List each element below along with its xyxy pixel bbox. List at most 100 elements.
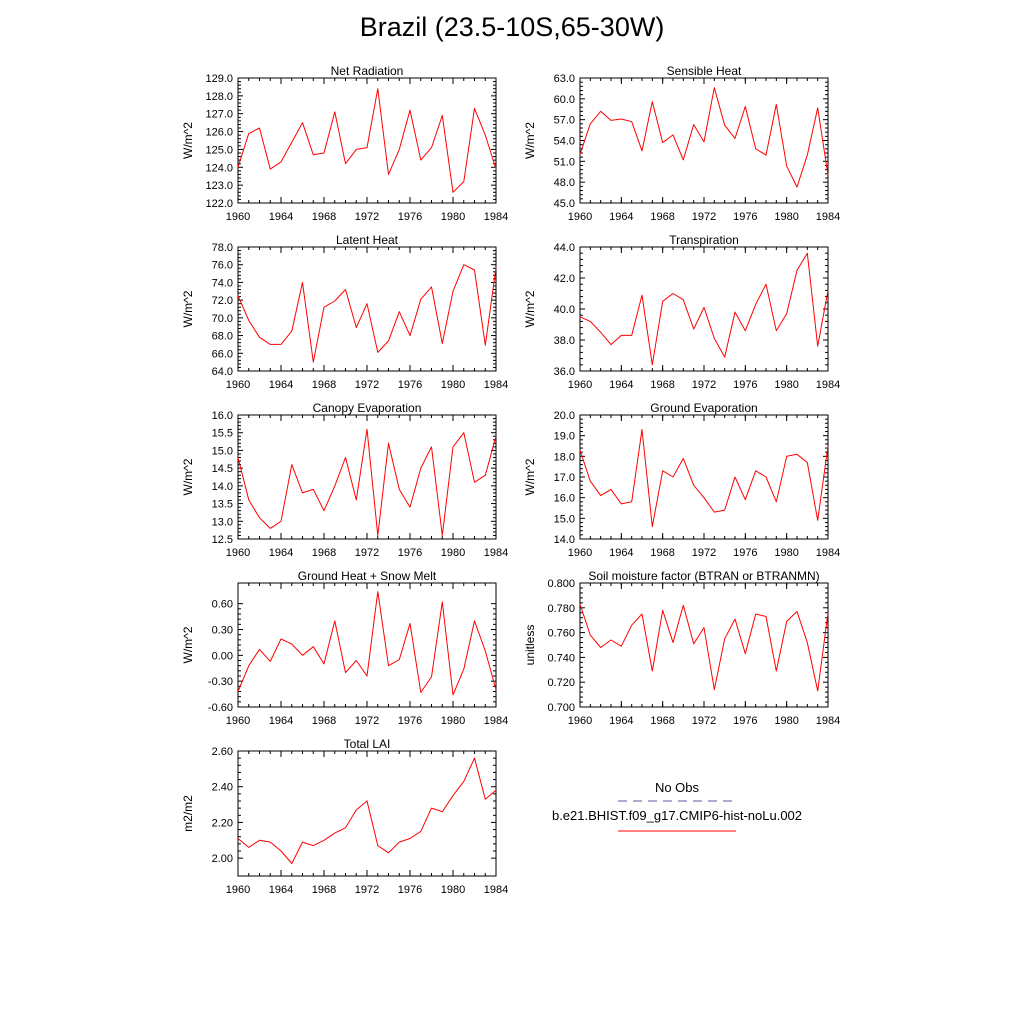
- y-tick-label: 76.0: [212, 260, 233, 272]
- x-tick-label: 1968: [650, 715, 674, 727]
- y-tick-label: 20.0: [554, 410, 575, 422]
- series-line: [579, 429, 829, 528]
- y-tick-label: 18.0: [554, 451, 575, 463]
- x-tick-label: 1972: [355, 379, 379, 391]
- plot-frame: [237, 582, 497, 708]
- panel-title: Total LAI: [344, 737, 391, 751]
- y-tick-label: 16.0: [212, 410, 233, 422]
- y-tick-label: 16.0: [554, 493, 575, 505]
- series-line: [579, 252, 829, 366]
- x-tick-label: 1980: [441, 715, 465, 727]
- y-axis-label: unitless: [523, 625, 537, 666]
- x-tick-label: 1976: [733, 211, 757, 223]
- y-tick-label: 60.0: [554, 94, 575, 106]
- y-tick-label: 14.0: [212, 481, 233, 493]
- plot-frame: [579, 246, 829, 372]
- x-tick-label: 1984: [816, 715, 840, 727]
- x-tick-label: 1980: [441, 379, 465, 391]
- x-tick-label: 1968: [650, 379, 674, 391]
- x-tick-label: 1960: [568, 715, 592, 727]
- panel-title: Latent Heat: [336, 233, 399, 247]
- series-line: [579, 87, 829, 188]
- y-tick-label: 122.0: [205, 198, 233, 210]
- x-tick-label: 1976: [398, 547, 422, 559]
- x-tick-label: 1984: [816, 547, 840, 559]
- x-tick-label: 1964: [609, 715, 633, 727]
- x-tick-label: 1968: [312, 547, 336, 559]
- x-tick-label: 1972: [355, 715, 379, 727]
- x-tick-label: 1984: [484, 379, 508, 391]
- x-tick-label: 1976: [398, 379, 422, 391]
- y-tick-label: 63.0: [554, 73, 575, 85]
- panel-9: Total LAI m2/m2 2.00 2.20 2.40 2.60 1960 1964 19…: [181, 737, 508, 896]
- y-tick-label: 64.0: [212, 366, 233, 378]
- x-tick-label: 1984: [484, 547, 508, 559]
- x-tick-label: 1960: [226, 884, 250, 896]
- x-tick-label: 1972: [692, 379, 716, 391]
- x-tick-label: 1980: [774, 715, 798, 727]
- y-tick-label: 0.00: [212, 650, 233, 662]
- y-tick-label: 38.0: [554, 335, 575, 347]
- y-tick-label: 19.0: [554, 431, 575, 443]
- panel-8: Soil moisture factor (BTRAN or BTRANMN) u…: [523, 569, 840, 727]
- x-tick-label: 1984: [484, 884, 508, 896]
- panel-title: Transpiration: [669, 233, 739, 247]
- x-tick-label: 1972: [692, 211, 716, 223]
- x-tick-label: 1960: [568, 211, 592, 223]
- x-tick-label: 1964: [609, 379, 633, 391]
- x-tick-label: 1968: [650, 211, 674, 223]
- x-tick-label: 1980: [774, 211, 798, 223]
- x-tick-label: 1972: [692, 547, 716, 559]
- panel-title: Ground Evaporation: [650, 401, 757, 415]
- series-line: [237, 591, 497, 696]
- x-tick-label: 1960: [226, 715, 250, 727]
- y-tick-label: 2.60: [212, 746, 233, 758]
- y-tick-label: 36.0: [554, 366, 575, 378]
- y-axis-label: W/m^2: [181, 626, 195, 663]
- y-tick-label: 2.00: [212, 853, 233, 865]
- y-tick-label: 45.0: [554, 198, 575, 210]
- x-tick-label: 1960: [226, 211, 250, 223]
- panel-title: Sensible Heat: [667, 64, 742, 78]
- y-tick-label: 0.800: [547, 578, 575, 590]
- x-tick-label: 1964: [269, 547, 293, 559]
- legend-label-model: b.e21.BHIST.f09_g17.CMIP6-hist-noLu.002: [552, 808, 802, 823]
- y-tick-label: 125.0: [205, 144, 233, 156]
- y-tick-label: 66.0: [212, 348, 233, 360]
- y-tick-label: 57.0: [554, 115, 575, 127]
- y-tick-label: 129.0: [205, 73, 233, 85]
- y-axis-label: m2/m2: [181, 795, 195, 832]
- y-tick-label: 2.40: [212, 782, 233, 794]
- y-axis-label: W/m^2: [181, 122, 195, 159]
- x-tick-label: 1980: [774, 547, 798, 559]
- x-tick-label: 1980: [441, 547, 465, 559]
- y-tick-label: 14.5: [212, 463, 233, 475]
- y-tick-label: 0.60: [212, 599, 233, 611]
- y-tick-label: 54.0: [554, 136, 575, 148]
- x-tick-label: 1964: [269, 715, 293, 727]
- x-tick-label: 1968: [312, 715, 336, 727]
- x-tick-label: 1984: [816, 211, 840, 223]
- y-tick-label: 40.0: [554, 304, 575, 316]
- panel-5: Canopy Evaporation W/m^2 12.5 13.0 13.5 14.0 1…: [181, 401, 508, 559]
- series-line: [237, 264, 497, 363]
- y-tick-label: 68.0: [212, 331, 233, 343]
- y-tick-label: 0.720: [547, 677, 575, 689]
- y-tick-label: 14.0: [554, 534, 575, 546]
- x-tick-label: 1976: [398, 884, 422, 896]
- series-line: [579, 603, 829, 692]
- x-tick-label: 1976: [733, 547, 757, 559]
- legend-label-no-obs: No Obs: [655, 780, 700, 795]
- y-tick-label: 48.0: [554, 177, 575, 189]
- y-tick-label: 12.5: [212, 534, 233, 546]
- panel-title: Ground Heat + Snow Melt: [298, 569, 437, 583]
- x-tick-label: 1972: [692, 715, 716, 727]
- x-tick-label: 1984: [484, 715, 508, 727]
- legend: No Obs b.e21.BHIST.f09_g17.CMIP6-hist-noL…: [552, 780, 802, 832]
- y-tick-label: 70.0: [212, 313, 233, 325]
- x-tick-label: 1972: [355, 547, 379, 559]
- y-tick-label: 44.0: [554, 242, 575, 254]
- y-tick-label: 15.5: [212, 428, 233, 440]
- plot-frame: [579, 582, 829, 708]
- x-tick-label: 1964: [269, 379, 293, 391]
